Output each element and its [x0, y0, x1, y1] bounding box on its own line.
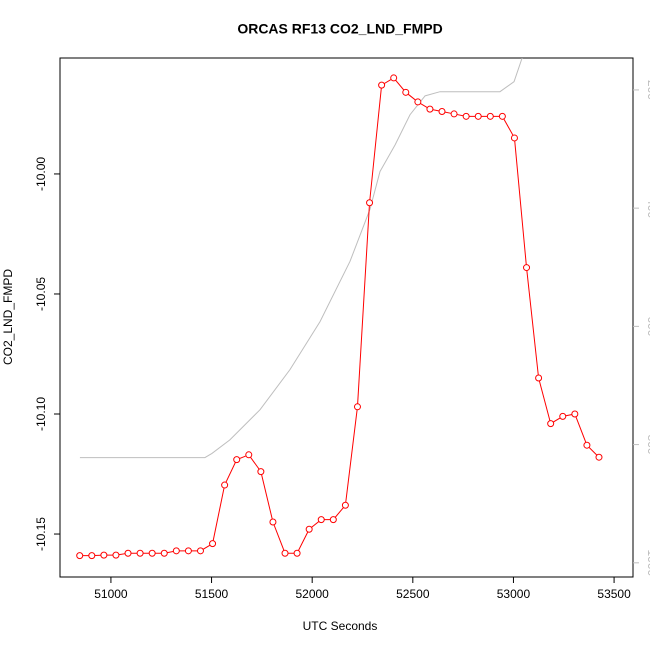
point — [341, 501, 349, 509]
x-tick-label: 53500 — [597, 587, 631, 601]
series-line — [79, 77, 600, 557]
point — [257, 468, 265, 476]
series-line — [79, 58, 523, 459]
point — [535, 374, 543, 382]
x-tick-label: 52500 — [396, 587, 430, 601]
point — [233, 456, 241, 464]
point — [498, 112, 506, 120]
point — [559, 412, 567, 420]
point — [160, 549, 168, 557]
y2-tick-label: 600 — [645, 316, 650, 336]
plot-area — [76, 58, 603, 560]
point — [450, 110, 458, 118]
point — [221, 481, 229, 489]
plot-frame — [59, 57, 634, 578]
point — [547, 420, 555, 428]
y2-tick-label: 1000 — [645, 549, 650, 576]
point — [245, 451, 253, 459]
point — [124, 549, 132, 557]
point — [414, 98, 422, 106]
point — [462, 112, 470, 120]
point — [293, 549, 301, 557]
point — [317, 516, 325, 524]
point — [148, 549, 156, 557]
point — [196, 547, 204, 555]
y-tick-label: -10.10 — [34, 397, 48, 431]
point — [353, 403, 361, 411]
point — [76, 552, 84, 560]
point — [583, 441, 591, 449]
x-tick-label: 51000 — [94, 587, 128, 601]
point — [402, 88, 410, 96]
x-tick-label: 52000 — [295, 587, 329, 601]
point — [510, 134, 518, 142]
x-axis-label: UTC Seconds — [303, 619, 378, 633]
y2-tick-label: 200 — [645, 80, 650, 100]
point — [112, 551, 120, 559]
y-tick-label: -10.15 — [34, 517, 48, 551]
point — [172, 547, 180, 555]
point — [426, 105, 434, 113]
point — [366, 199, 374, 207]
point — [305, 525, 313, 533]
point — [329, 516, 337, 524]
y2-tick-label: 800 — [645, 435, 650, 455]
point — [390, 74, 398, 82]
chart-title: ORCAS RF13 CO2_LND_FMPD — [237, 21, 442, 37]
x-tick-label: 53000 — [497, 587, 531, 601]
y-tick-label: -10.05 — [34, 277, 48, 311]
point — [184, 547, 192, 555]
point — [88, 552, 96, 560]
point — [438, 108, 446, 116]
point — [209, 540, 217, 548]
point — [136, 549, 144, 557]
point — [595, 453, 603, 461]
point — [281, 549, 289, 557]
point — [486, 112, 494, 120]
point — [269, 518, 277, 526]
point — [571, 410, 579, 418]
point — [523, 264, 531, 272]
x-tick-label: 51500 — [195, 587, 229, 601]
y-tick-label: -10.00 — [34, 157, 48, 191]
y2-tick-label: 400 — [645, 198, 650, 218]
point — [378, 81, 386, 89]
point — [100, 551, 108, 559]
point — [474, 112, 482, 120]
y-axis-label: CO2_LND_FMPD — [1, 269, 15, 365]
